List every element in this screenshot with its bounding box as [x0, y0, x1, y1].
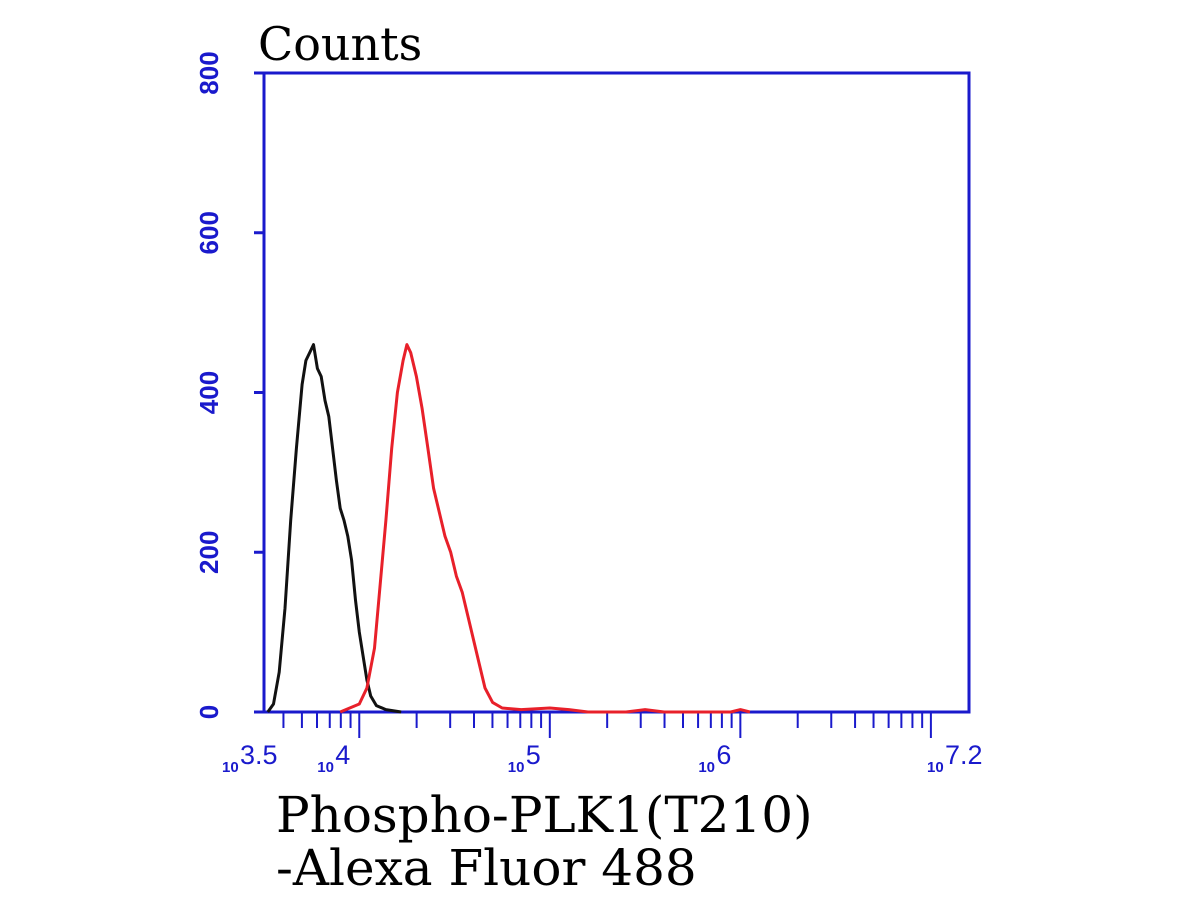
y-axis-title: Counts — [258, 17, 422, 71]
y-tick-label: 400 — [194, 371, 224, 414]
x-tick-label-base: 10 — [317, 759, 334, 776]
histogram-line-2 — [339, 343, 751, 714]
x-tick-label-base: 10 — [698, 759, 715, 776]
plot-frame — [262, 71, 971, 714]
histogram-series — [266, 343, 751, 714]
histogram-line-1 — [266, 343, 402, 714]
x-tick-label-base: 10 — [927, 759, 944, 776]
y-tick-label: 0 — [194, 705, 224, 719]
x-tick-label-exponent: 5 — [526, 740, 541, 770]
x-tick-label-exponent: 3.5 — [240, 740, 278, 770]
x-tick-label-base: 10 — [222, 759, 239, 776]
x-axis-title-line-1: Phospho-PLK1(T210) — [276, 786, 813, 844]
x-tick-label-exponent: 4 — [335, 740, 350, 770]
y-tick-label: 800 — [194, 51, 224, 94]
x-tick-label-exponent: 6 — [716, 740, 731, 770]
y-tick-label: 600 — [194, 211, 224, 254]
y-tick-label: 200 — [194, 531, 224, 574]
y-axis: 0 200 400 600 800 — [194, 51, 264, 719]
x-axis-title-line-2: -Alexa Fluor 488 — [276, 839, 697, 897]
x-axis: 10 3.5 10 4 10 5 10 6 10 7.2 — [222, 712, 983, 776]
x-tick-label-base: 10 — [508, 759, 525, 776]
x-tick-label-exponent: 7.2 — [945, 740, 983, 770]
